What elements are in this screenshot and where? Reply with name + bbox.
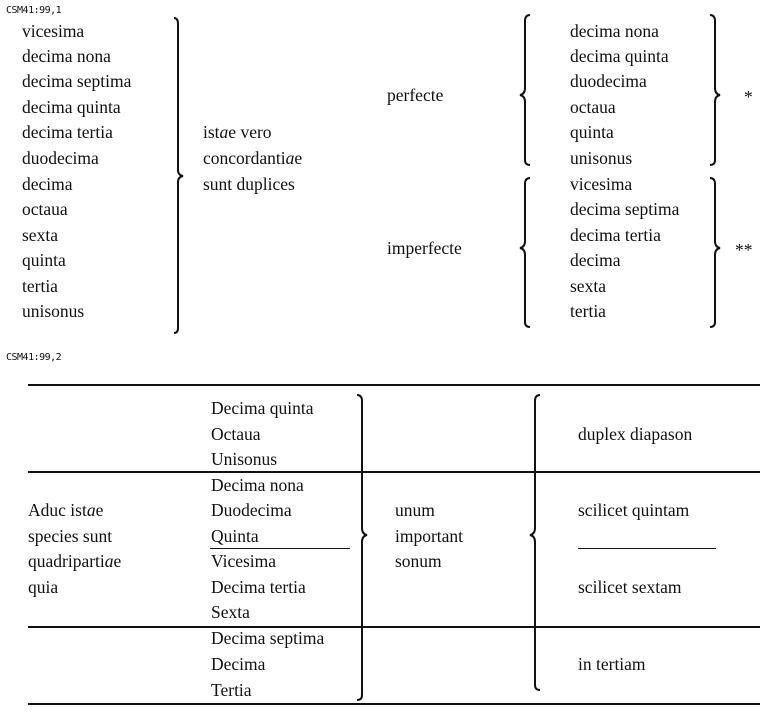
- right-text-tertiam: in tertiam: [578, 654, 646, 674]
- interval-item: Quinta: [211, 526, 259, 546]
- right-brace: [709, 177, 721, 328]
- middle-text: sunt duplices: [203, 174, 295, 194]
- table-rule: [28, 626, 760, 628]
- table-rule: [28, 384, 760, 386]
- perfect-item: decima nona: [570, 21, 659, 41]
- list-item: decima septima: [22, 71, 132, 91]
- perfect-item: decima quinta: [570, 46, 669, 66]
- divider-line: [210, 548, 350, 549]
- perfect-item: quinta: [570, 122, 614, 142]
- imperfect-item: tertia: [570, 301, 606, 321]
- middle-text: istae vero: [203, 122, 272, 142]
- perfect-item: unisonus: [570, 148, 633, 168]
- list-item: tertia: [22, 276, 58, 296]
- list-item: vicesima: [22, 21, 85, 41]
- left-text: quadripartiae: [28, 551, 122, 571]
- list-item: decima: [22, 174, 73, 194]
- imperfect-item: decima septima: [570, 199, 680, 219]
- imperfecte-label: imperfecte: [387, 238, 462, 258]
- list-item: octaua: [22, 199, 68, 219]
- left-brace: [519, 14, 531, 166]
- right-brace: [356, 394, 368, 701]
- imperfect-item: decima: [570, 250, 621, 270]
- middle-text: important: [395, 526, 464, 546]
- interval-item: Decima tertia: [211, 577, 306, 597]
- interval-item: Sexta: [211, 602, 250, 622]
- left-text: quia: [28, 577, 59, 597]
- left-brace: [519, 177, 531, 328]
- table-rule: [28, 703, 760, 705]
- imperfect-item: sexta: [570, 276, 606, 296]
- middle-text: unum: [395, 500, 435, 520]
- imperfect-item: vicesima: [570, 174, 633, 194]
- section-label: CSM41:99,2: [6, 352, 62, 363]
- interval-item: Unisonus: [211, 449, 278, 469]
- interval-item: Duodecima: [211, 500, 292, 520]
- middle-text: concordantiae: [203, 148, 303, 168]
- list-item: sexta: [22, 225, 58, 245]
- right-brace: [709, 14, 721, 166]
- imperfect-item: decima tertia: [570, 225, 661, 245]
- middle-text: sonum: [395, 551, 442, 571]
- interval-item: Vicesima: [211, 551, 277, 571]
- perfect-mark: *: [744, 87, 753, 107]
- interval-item: Octaua: [211, 424, 261, 444]
- right-text-sextam: scilicet sextam: [578, 577, 682, 597]
- perfect-item: duodecima: [570, 71, 647, 91]
- right-text-duplex: duplex diapason: [578, 424, 693, 444]
- interval-item: Tertia: [211, 680, 252, 700]
- perfecte-label: perfecte: [387, 85, 444, 105]
- list-item: unisonus: [22, 301, 85, 321]
- interval-item: Decima nona: [211, 475, 304, 495]
- interval-item: Decima quinta: [211, 398, 314, 418]
- interval-item: Decima: [211, 654, 266, 674]
- interval-item: Decima septima: [211, 628, 325, 648]
- left-text: species sunt: [28, 526, 113, 546]
- list-item: decima nona: [22, 46, 111, 66]
- divider-line: [578, 548, 716, 549]
- table-rule: [28, 471, 760, 473]
- list-item: decima tertia: [22, 122, 113, 142]
- left-brace: [529, 394, 541, 691]
- perfect-item: octaua: [570, 97, 616, 117]
- section-label: CSM41:99,1: [6, 5, 62, 16]
- right-brace: [173, 17, 184, 334]
- imperfect-mark: **: [735, 240, 753, 260]
- left-text: Aduc istae: [28, 500, 104, 520]
- list-item: duodecima: [22, 148, 99, 168]
- list-item: quinta: [22, 250, 66, 270]
- right-text-quintam: scilicet quintam: [578, 500, 690, 520]
- list-item: decima quinta: [22, 97, 121, 117]
